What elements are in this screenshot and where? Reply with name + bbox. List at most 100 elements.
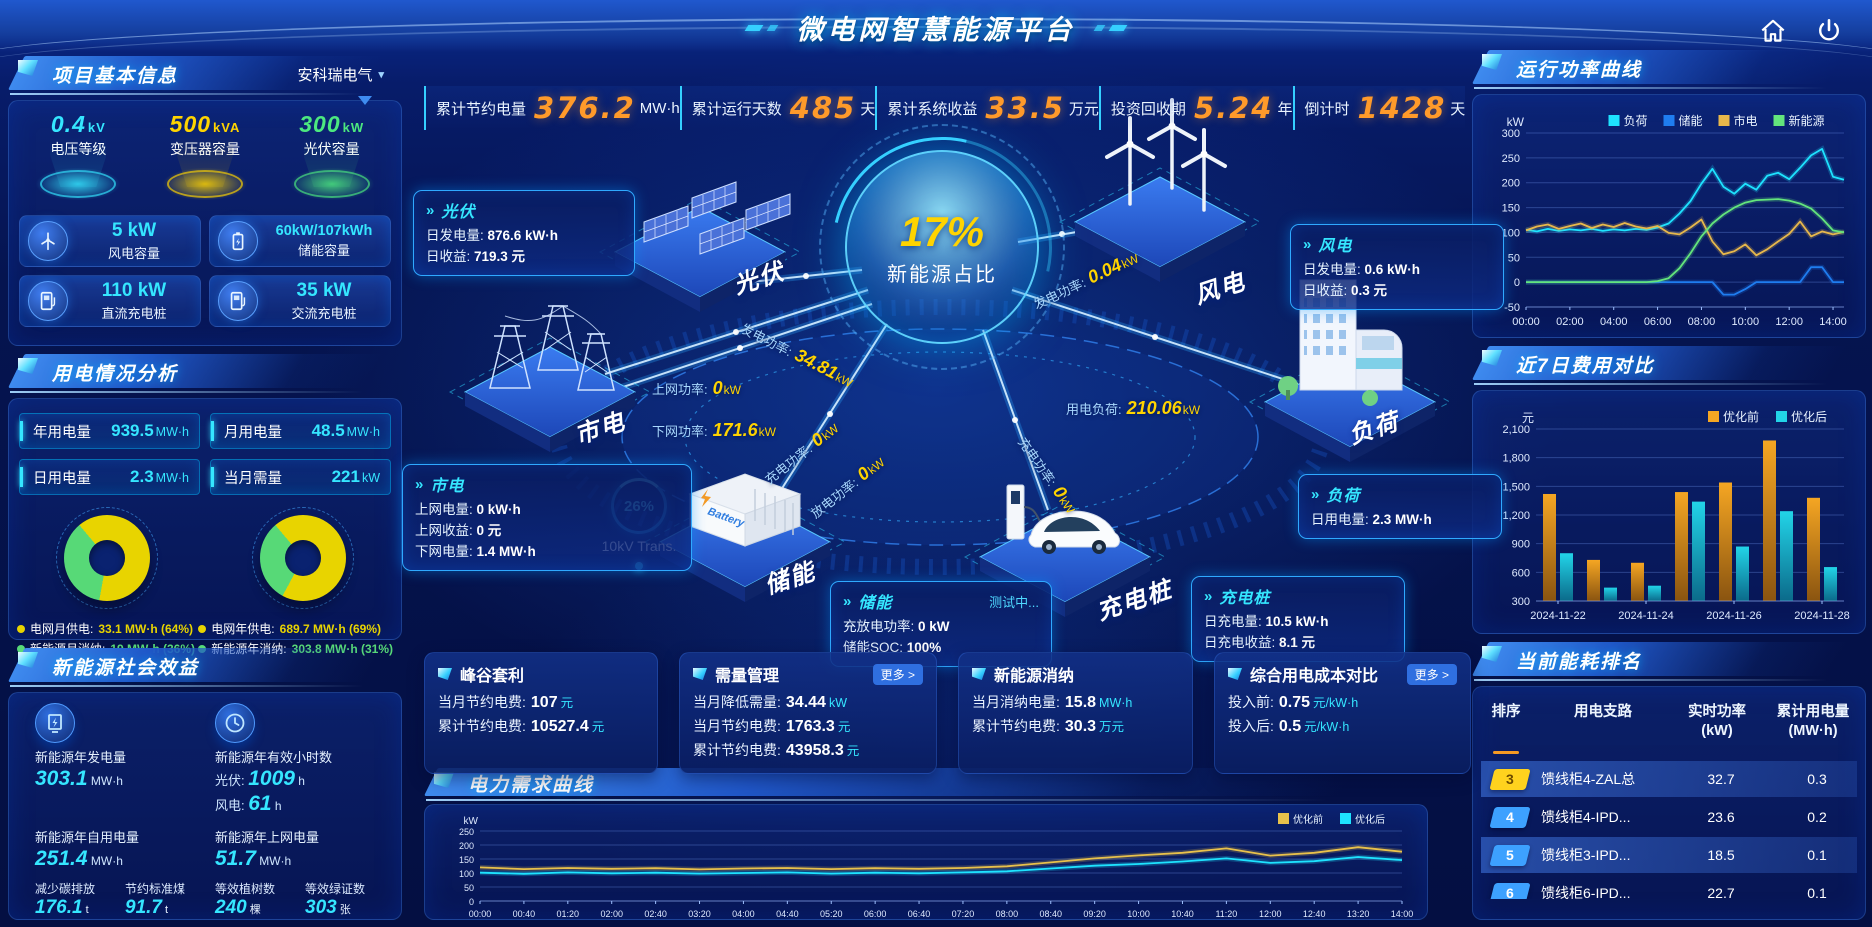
legend-row: 电网年供电: 689.7 MW·h (69%) — [198, 620, 393, 637]
info-box-load: » 负荷 日用电量: 2.3 MW·h — [1298, 474, 1502, 539]
more-button[interactable]: 更多 > — [872, 663, 923, 685]
branch-name: 馈线柜4-IPD... — [1541, 809, 1631, 825]
info-row: 上网收益: 0 元 — [415, 523, 502, 538]
svg-text:2,100: 2,100 — [1502, 424, 1530, 436]
column-header: 累计用电量 (MW·h) — [1776, 704, 1850, 739]
svg-text:04:40: 04:40 — [776, 909, 799, 919]
svg-text:150: 150 — [1502, 203, 1520, 215]
card-title: 峰谷套利 — [460, 668, 525, 685]
benefit-mini-item: 等效绿证数 303 张 — [305, 882, 366, 918]
svg-text:00:00: 00:00 — [469, 909, 492, 919]
benefit-item: 新能源年上网电量 51.7 MW·h — [205, 823, 385, 871]
svg-text:12:00: 12:00 — [1259, 909, 1282, 919]
svg-text:09:20: 09:20 — [1083, 909, 1106, 919]
svg-text:10:00: 10:00 — [1732, 316, 1760, 328]
flow-label-to-grid-power: 上网功率: 0kW — [652, 378, 741, 398]
benefit-grid: 新能源年发电量 303.1 MW·h 新能源年有效小时数 光伏: 1009 h 风电: … — [9, 693, 401, 919]
info-row: 日用电量: 2.3 MW·h — [1311, 512, 1432, 527]
info-row: 日收益: 719.3 元 — [426, 249, 526, 264]
stat-label: 倒计时 — [1304, 100, 1350, 118]
benefit-item: 新能源年发电量 303.1 MW·h — [25, 703, 205, 816]
power-pylons-icon — [489, 305, 615, 391]
svg-text:300: 300 — [1512, 596, 1530, 608]
table-row[interactable]: 6 馈线柜6-IPD... 22.7 0.1 — [1481, 875, 1857, 899]
power-curve-chart: 300 250 200 150 100 50 0 -50 kW 00:00 02:00 04:00 06… — [1473, 95, 1865, 337]
svg-text:-50: -50 — [1504, 302, 1520, 314]
stat-value: 33.5 — [985, 91, 1065, 125]
panel-title: 用电情况分析 — [52, 363, 179, 385]
summary-card: 综合用电成本对比 更多 > 投入前: 0.75 元/kW·h 投入后: 0.5 元/kW·h — [1214, 652, 1471, 774]
table-row[interactable]: 3 馈线柜4-ZAL总 32.7 0.3 — [1481, 761, 1857, 797]
summary-cards: 峰谷套利 当月节约电费: 107 元累计节约电费: 10527.4 元 需量管理 更多 > 当月… — [424, 652, 1471, 774]
more-button[interactable]: 更多 > — [1406, 663, 1457, 685]
info-row: 日收益: 0.3 元 — [1303, 283, 1388, 298]
info-row: 储能SOC: 100% — [843, 640, 942, 655]
usage-metric: 日用电量 2.3 MW·h — [19, 459, 200, 495]
svg-text:12:40: 12:40 — [1303, 909, 1326, 919]
panel-usage-analysis: 用电情况分析 年用电量 939.5 MW·h 月用电量 48.5 MW·h 日用电量 2.3 M… — [8, 352, 402, 656]
summary-card: 新能源消纳 当月消纳电量: 15.8 MW·h 累计节约电费: 30.3 万元 — [958, 652, 1193, 774]
svg-text:08:40: 08:40 — [1039, 909, 1062, 919]
svg-text:06:40: 06:40 — [908, 909, 931, 919]
panel-corner-icon — [1482, 54, 1502, 70]
stat-item: 投资回收期 5.24 年 — [1098, 86, 1293, 130]
info-row: 下网电量: 1.4 MW·h — [415, 544, 536, 559]
pedestal-glow — [287, 167, 376, 201]
svg-text:02:00: 02:00 — [600, 909, 623, 919]
svg-text:02:40: 02:40 — [644, 909, 667, 919]
svg-text:优化前: 优化前 — [1723, 409, 1759, 424]
stat-label: 累计节约电量 — [436, 100, 527, 118]
svg-text:14:00: 14:00 — [1819, 316, 1847, 328]
card-row: 当月降低需量: 34.44 kW — [693, 694, 847, 711]
device-label-wind: 风电 — [1192, 268, 1250, 310]
svg-text:06:00: 06:00 — [864, 909, 887, 919]
panel-title: 电力需求曲线 — [468, 774, 595, 796]
info-row: 充放电功率: 0 kW — [843, 619, 950, 634]
svg-text:2024-11-22: 2024-11-22 — [1530, 610, 1585, 622]
flow-label-from-grid-power: 下网功率: 171.6kW — [652, 420, 776, 440]
table-row[interactable]: 4 馈线柜4-IPD... 23.6 0.2 — [1481, 799, 1857, 835]
info-row: 日充电收益: 8.1 元 — [1204, 635, 1316, 650]
stat-item: 倒计时 1428 天 — [1292, 86, 1466, 130]
summary-card: 峰谷套利 当月节约电费: 107 元累计节约电费: 10527.4 元 — [424, 652, 658, 774]
flow-label-load-power: 用电负荷: 210.06kW — [1066, 398, 1201, 418]
benefit-item: 新能源年自用电量 251.4 MW·h — [25, 823, 205, 871]
benefit-label: 新能源年有效小时数 — [215, 750, 333, 765]
stat-unit: 万元 — [1068, 100, 1099, 118]
branch-name: 馈线柜6-IPD... — [1541, 885, 1631, 899]
card-row: 当月节约电费: 1763.3 元 — [693, 718, 851, 735]
info-row: 日发电量: 876.6 kW·h — [426, 228, 559, 243]
svg-text:250: 250 — [1502, 153, 1520, 165]
company-dropdown[interactable]: 安科瑞电气 ▾ — [297, 64, 384, 85]
panel-cost-compare: 近7日费用对比 2,100 1,800 1,500 1,200 900 600 300 元 20… — [1472, 344, 1866, 634]
core-ring-dashed — [819, 124, 1065, 370]
donut-chart — [56, 507, 158, 609]
svg-text:50: 50 — [1508, 252, 1520, 264]
chevron-right-icon: » — [415, 475, 424, 493]
card-title: 综合用电成本对比 — [1250, 668, 1379, 685]
collapse-caret-icon[interactable] — [358, 96, 372, 105]
capacity-pedestal: 500kVA变压器容量 — [142, 111, 269, 201]
metric-value: 221 kW — [331, 467, 380, 486]
column-header: 排序 — [1491, 704, 1521, 720]
card-value: 60kW/107kWh — [275, 223, 373, 239]
ranking-table-body: 3 馈线柜4-ZAL总 32.7 0.3 4 馈线柜4-IPD... 23.6 0.2 5 馈线柜… — [1473, 759, 1865, 899]
benefit-label: 新能源年上网电量 — [215, 830, 320, 845]
metric-label: 年用电量 — [33, 424, 91, 441]
stat-label: 累计运行天数 — [691, 100, 782, 118]
card-label: 储能容量 — [297, 243, 350, 258]
storage-device: Battery — [643, 473, 847, 602]
info-row: 上网电量: 0 kW·h — [415, 502, 521, 517]
panel-project-info: 项目基本信息 安科瑞电气 ▾ 0.4kV电压等级500kVA变压器容量300kW… — [8, 54, 402, 346]
pile-device — [963, 484, 1167, 617]
card-row: 当月消纳电量: 15.8 MW·h — [972, 694, 1133, 711]
home-icon[interactable] — [1756, 14, 1790, 48]
table-row[interactable]: 5 馈线柜3-IPD... 18.5 0.1 — [1481, 837, 1857, 873]
panel-power-curve: 运行功率曲线 300 250 200 150 100 50 0 -50 kW 00:00 02:00… — [1472, 48, 1866, 338]
svg-text:1,500: 1,500 — [1502, 481, 1530, 493]
realtime-power: 32.7 — [1707, 771, 1735, 787]
panel-title: 近7日费用对比 — [1516, 355, 1655, 377]
svg-text:优化前: 优化前 — [1293, 813, 1323, 826]
power-icon[interactable] — [1812, 14, 1846, 48]
wind-device — [1058, 98, 1262, 282]
